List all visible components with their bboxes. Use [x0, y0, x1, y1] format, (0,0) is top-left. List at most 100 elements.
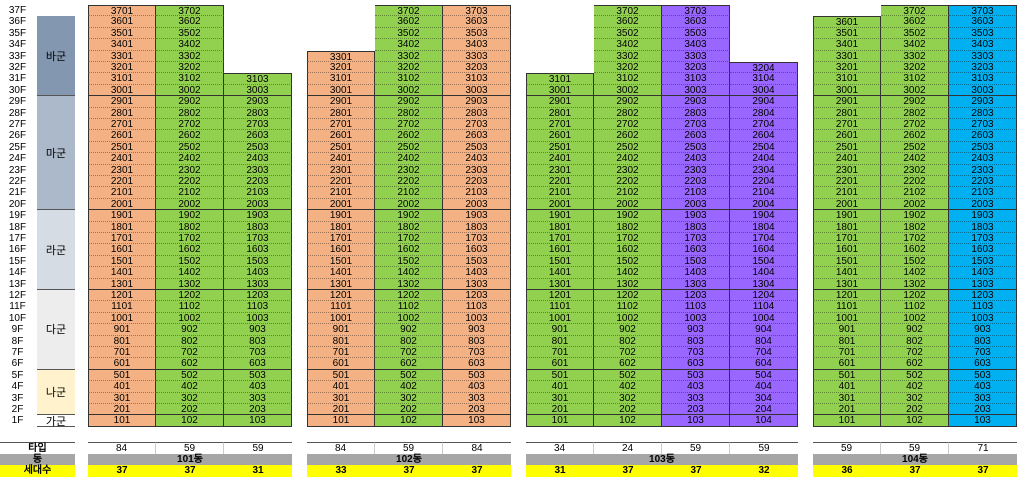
unit-cell: 3103 — [443, 73, 511, 85]
floor-label: 32F — [8, 62, 27, 73]
unit-cell: 502 — [156, 369, 224, 382]
unit-cell: 3002 — [594, 84, 662, 97]
unit-cell: 2902 — [594, 96, 662, 108]
unit-cell: 3202 — [375, 62, 443, 74]
unit-cell: 601 — [307, 358, 375, 370]
unit-cell: 2602 — [881, 130, 949, 142]
unit-cell: 1603 — [949, 244, 1017, 256]
unit-cell: 1903 — [443, 210, 511, 222]
unit-cell: 3104 — [730, 73, 798, 85]
unit-cell: 2702 — [881, 119, 949, 131]
unit-cell: 2002 — [594, 198, 662, 211]
floor-label: 13F — [8, 278, 27, 290]
unit-cell: 1102 — [375, 301, 443, 313]
unit-cell: 2501 — [813, 141, 881, 154]
unit-cell: 1302 — [156, 278, 224, 290]
unit-cell: 3202 — [156, 62, 224, 74]
unit-cell: 202 — [881, 404, 949, 416]
unit-cell: 1304 — [730, 278, 798, 290]
unit-cell: 2504 — [730, 141, 798, 154]
floor-label: 34F — [8, 39, 27, 51]
unit-cell: 3502 — [881, 27, 949, 40]
unit-cell: 702 — [881, 347, 949, 359]
unit-cell: 103 — [662, 415, 730, 427]
unit-cell: 3502 — [375, 27, 443, 40]
unit-cell: 2102 — [375, 187, 443, 199]
unit-cell: 3601 — [813, 16, 881, 28]
unit-cell: 3004 — [730, 84, 798, 97]
floor-label: 11F — [9, 301, 26, 313]
households-cell: 31 — [224, 465, 292, 477]
unit-cell: 703 — [443, 347, 511, 359]
floor-label: 25F — [8, 141, 27, 153]
unit-cell: 1001 — [88, 312, 156, 325]
unit-cell: 3503 — [443, 27, 511, 40]
unit-cell: 2501 — [307, 141, 375, 154]
type-cell: 59 — [375, 442, 443, 454]
unit-cell: 2203 — [224, 176, 292, 188]
unit-cell: 2403 — [443, 153, 511, 165]
unit-cell: 2503 — [224, 141, 292, 154]
unit-cell: 1503 — [662, 255, 730, 268]
unit-cell: 501 — [526, 369, 594, 382]
unit-cell: 2802 — [375, 107, 443, 119]
unit-cell: 1102 — [881, 301, 949, 313]
unit-cell: 1903 — [662, 210, 730, 222]
unit-cell: 2501 — [88, 141, 156, 154]
unit-cell: 2302 — [375, 164, 443, 176]
unit-cell: 1203 — [949, 290, 1017, 302]
unit-cell: 3302 — [156, 50, 224, 62]
unit-cell: 3602 — [156, 16, 224, 28]
unit-cell: 2201 — [526, 176, 594, 188]
floor-label: 3F — [11, 392, 24, 404]
unit-cell: 1803 — [949, 221, 1017, 233]
unit-cell: 2101 — [526, 187, 594, 199]
unit-cell: 2601 — [813, 130, 881, 142]
unit-cell: 402 — [594, 381, 662, 393]
unit-cell: 2902 — [156, 96, 224, 108]
unit-cell: 1101 — [526, 301, 594, 313]
dong-row-label: 동 — [0, 454, 75, 465]
households-cell: 31 — [526, 465, 594, 477]
unit-cell: 502 — [594, 369, 662, 382]
unit-cell: 2704 — [730, 119, 798, 131]
unit-cell: 2003 — [949, 198, 1017, 211]
unit-cell: 2401 — [813, 153, 881, 165]
type-row-label: 타입 — [0, 442, 75, 454]
unit-cell: 1902 — [881, 210, 949, 222]
households-cell: 37 — [594, 465, 662, 477]
unit-cell: 1002 — [594, 312, 662, 325]
unit-cell: 1902 — [156, 210, 224, 222]
unit-cell: 3702 — [375, 5, 443, 17]
unit-cell: 602 — [156, 358, 224, 370]
households-cell: 37 — [375, 465, 443, 477]
unit-cell: 901 — [813, 324, 881, 336]
unit-cell: 603 — [443, 358, 511, 370]
floor-label: 5F — [11, 369, 24, 381]
unit-cell: 503 — [443, 369, 511, 382]
floor-label: 1F — [11, 415, 24, 427]
unit-cell: 604 — [730, 358, 798, 370]
unit-cell: 1102 — [594, 301, 662, 313]
unit-cell: 803 — [224, 335, 292, 347]
unit-cell: 2004 — [730, 198, 798, 211]
unit-cell: 3301 — [307, 50, 375, 63]
unit-cell: 2903 — [224, 96, 292, 108]
unit-cell: 3001 — [813, 84, 881, 97]
unit-cell: 2904 — [730, 96, 798, 108]
unit-cell: 402 — [375, 381, 443, 393]
unit-cell: 2403 — [224, 153, 292, 165]
unit-cell: 803 — [443, 335, 511, 347]
unit-cell: 2202 — [594, 176, 662, 188]
group-label: 가군 — [37, 415, 75, 428]
unit-cell: 1402 — [881, 267, 949, 279]
unit-cell: 3102 — [375, 73, 443, 85]
group-label: 마군 — [37, 96, 75, 211]
unit-cell: 203 — [443, 404, 511, 416]
unit-cell: 701 — [88, 347, 156, 359]
unit-cell: 1202 — [156, 290, 224, 302]
unit-cell: 1303 — [224, 278, 292, 290]
unit-cell: 2303 — [443, 164, 511, 176]
unit-cell: 3403 — [662, 39, 730, 51]
floor-label: 20F — [8, 198, 27, 210]
